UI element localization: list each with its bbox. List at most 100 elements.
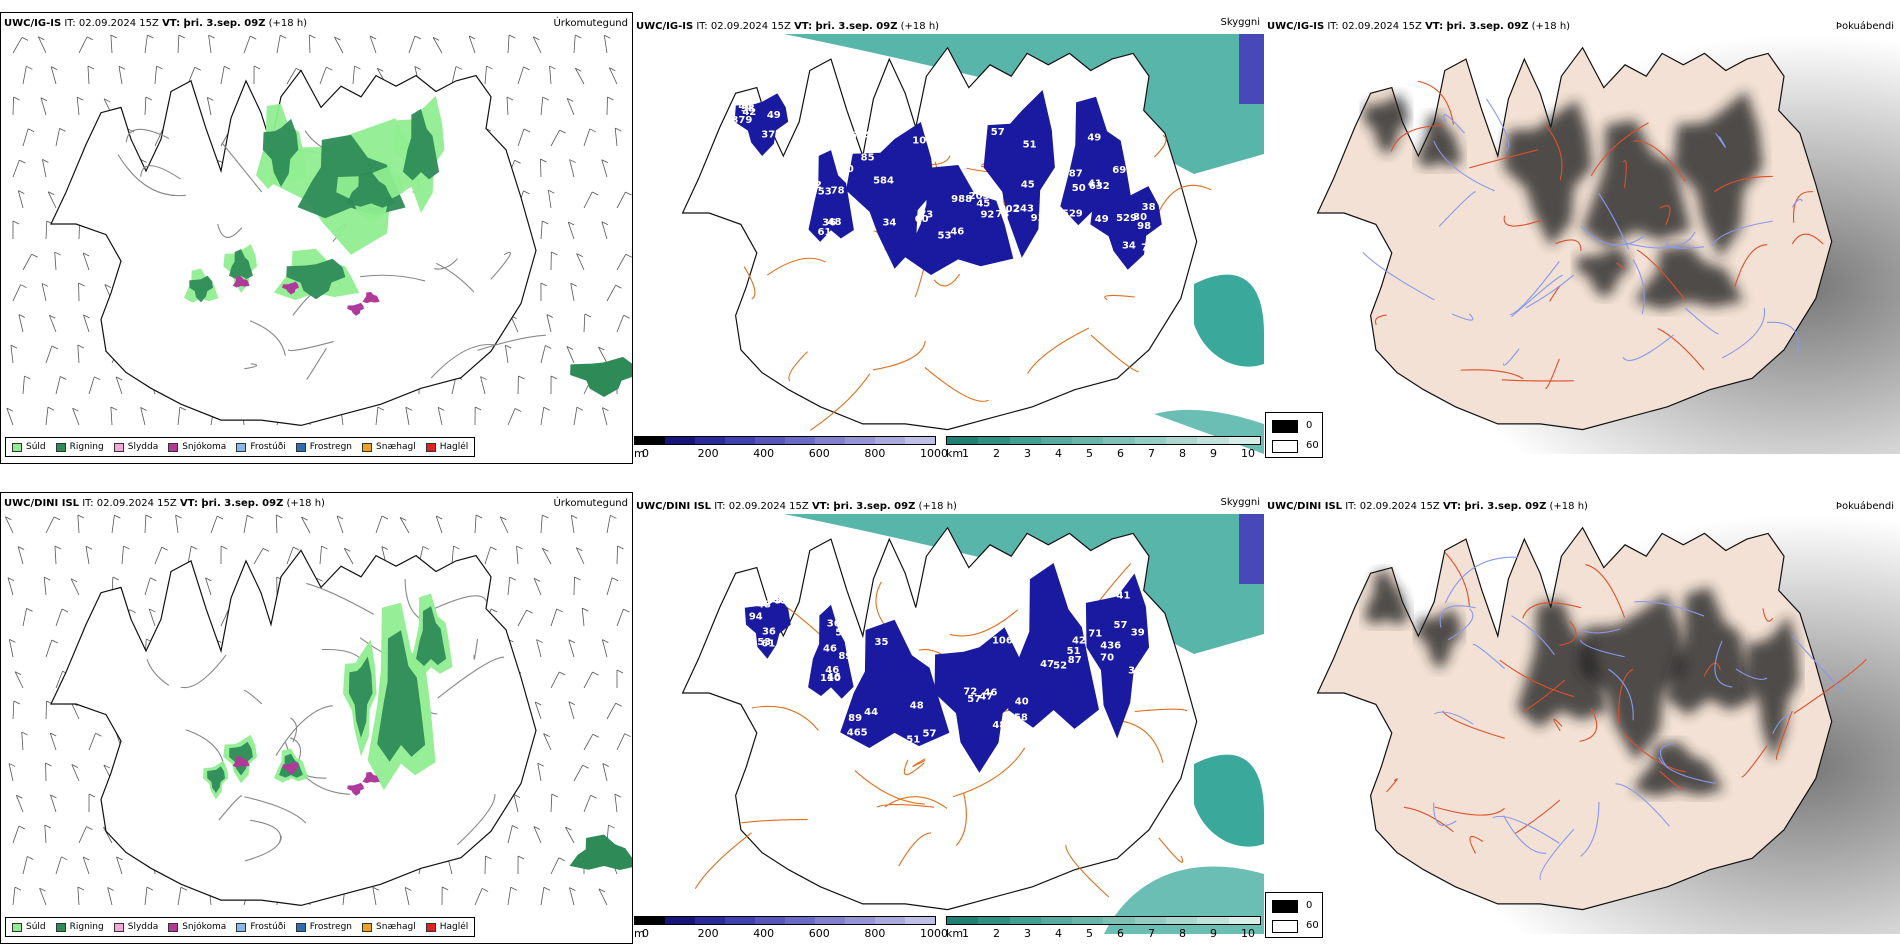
road-line — [1444, 552, 1470, 607]
wind-barb — [369, 35, 377, 54]
snow-area — [282, 281, 299, 295]
wind-barb — [602, 407, 608, 426]
legend-swatch — [295, 922, 306, 932]
wind-barb — [12, 96, 14, 116]
wind-barb — [614, 794, 618, 813]
wind-barb — [568, 639, 575, 658]
wind-barb — [53, 516, 61, 521]
legend-item: Snjókoma — [168, 442, 226, 452]
wind-barb — [375, 407, 379, 426]
wind-barb — [570, 282, 577, 287]
wind-barb — [543, 733, 552, 751]
wind-barb — [547, 190, 552, 209]
wind-barb — [623, 608, 630, 613]
legend-swatch — [168, 442, 179, 452]
colorbar-tick: 2 — [993, 927, 1000, 940]
legend-label: Frostregn — [309, 922, 353, 932]
wind-barb — [601, 159, 608, 164]
fog-area — [1579, 593, 1687, 761]
wind-barb — [545, 345, 552, 349]
wind-barb — [49, 314, 56, 319]
wind-barb — [50, 66, 58, 71]
cloud-base-label: 60 — [915, 214, 929, 225]
river-line — [1434, 711, 1474, 725]
wind-barb — [540, 345, 546, 364]
wind-barb — [480, 376, 486, 395]
wind-barb — [114, 514, 121, 519]
road-line — [1775, 710, 1793, 760]
wind-barb — [26, 65, 33, 70]
wind-barb — [31, 253, 38, 258]
precip-panel-top: UWC/IG-IS IT: 02.09.2024 15Z VT: þri. 3.… — [0, 12, 633, 464]
cloud-base-label: 34 — [882, 218, 896, 229]
wind-barb — [571, 514, 578, 519]
river-line — [1634, 601, 1705, 617]
wind-barb — [569, 887, 576, 891]
road-line — [788, 351, 809, 382]
wind-barb — [50, 794, 57, 813]
wind-barb — [616, 669, 624, 674]
wind-barb — [589, 128, 596, 133]
visibility-panel-bottom: UWC/DINI ISL IT: 02.09.2024 15Z VT: þri.… — [634, 492, 1264, 944]
road-line — [1618, 668, 1634, 724]
panel-header: UWC/DINI ISL IT: 02.09.2024 15Z VT: þri.… — [636, 500, 957, 514]
colorbar-tick: 6 — [1117, 927, 1124, 940]
cloud-base-label: 529 — [1116, 213, 1137, 224]
wind-barb — [468, 35, 476, 54]
rain-area — [346, 171, 395, 208]
wind-barb — [154, 66, 157, 85]
wind-barb — [566, 98, 575, 116]
road-line — [1791, 233, 1824, 245]
road-line — [146, 659, 170, 686]
colorbar-tick: 800 — [864, 447, 886, 460]
wind-barb — [253, 548, 264, 565]
wind-barb — [608, 824, 615, 829]
wind-barb — [569, 159, 575, 178]
wind-barb — [548, 189, 555, 194]
wind-barb — [42, 159, 49, 163]
wind-barb — [19, 159, 26, 164]
wind-barb — [54, 252, 57, 271]
road-line — [1545, 125, 1563, 181]
wind-barb — [4, 516, 14, 534]
wind-barb — [71, 764, 78, 768]
river-line — [1791, 198, 1803, 208]
low-cloud-area — [744, 597, 791, 659]
road-line — [694, 832, 752, 889]
road-line — [244, 796, 307, 824]
wind-barb — [59, 127, 66, 132]
cloud-base-label: 465 — [847, 727, 868, 738]
wind-barb — [507, 825, 513, 844]
road-line — [473, 638, 479, 660]
cloud-base-label: 36 — [762, 627, 776, 638]
cloud-base-label: 39 — [775, 596, 789, 607]
road-line — [1623, 733, 1686, 773]
cloud-base-label: 78 — [831, 185, 845, 196]
legend-label: Súld — [26, 442, 46, 452]
rain-area — [207, 766, 225, 793]
cloud-base-label: 50 — [840, 164, 854, 175]
colorbar-tick: 0 — [642, 447, 649, 460]
cloud-base-label: 46 — [827, 672, 841, 683]
road-line — [1633, 140, 1686, 182]
legend-item: Frostúði — [236, 442, 286, 452]
cloud-base-label: 30 — [1133, 212, 1147, 223]
wind-barb — [377, 67, 384, 72]
fog-key-dark-swatch — [1272, 420, 1298, 433]
road-line — [741, 819, 808, 824]
wind-barb — [542, 547, 549, 552]
colorbar-tick: 1000 — [920, 927, 948, 940]
cloud-base-label: 436 — [1100, 641, 1121, 652]
wind-barb — [550, 857, 560, 875]
wind-barb — [21, 732, 24, 751]
wind-barb — [334, 36, 341, 41]
legend-swatch — [425, 922, 436, 932]
lead-time: (+18 h) — [268, 18, 308, 29]
wind-barb — [18, 190, 25, 194]
wind-barb — [44, 576, 51, 581]
low-cloud-area — [1060, 96, 1133, 226]
wind-barb — [541, 548, 552, 565]
cloud-base-label: 87 — [1068, 655, 1082, 666]
wind-barb — [39, 887, 46, 892]
wind-barb — [590, 794, 597, 799]
